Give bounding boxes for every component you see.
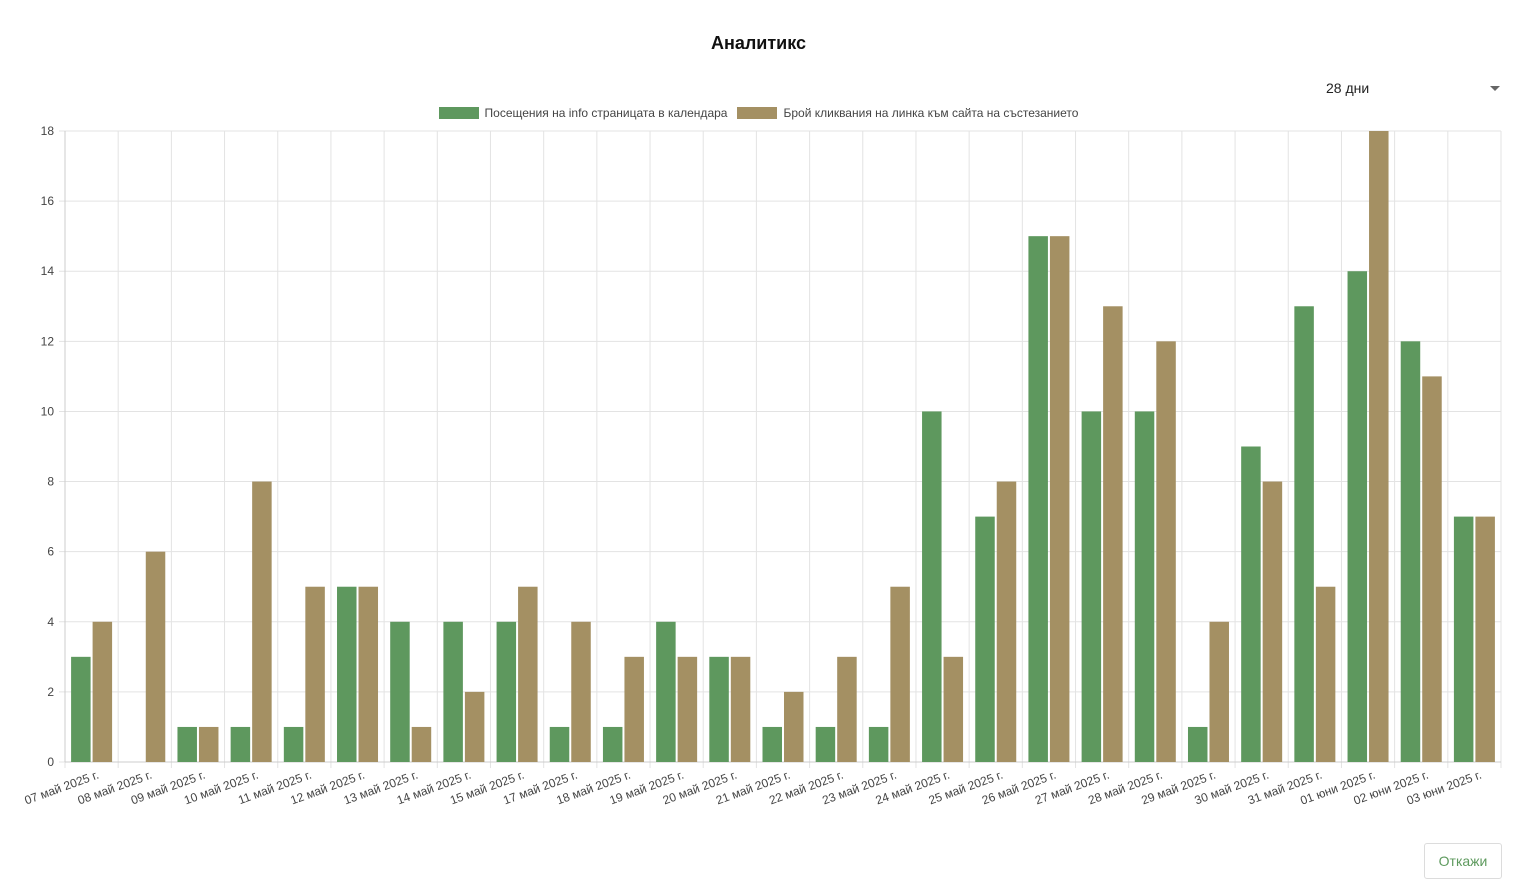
bar-visits xyxy=(496,621,517,762)
bar-clicks xyxy=(411,726,432,762)
bar-clicks xyxy=(358,586,379,762)
bar-visits xyxy=(1294,306,1314,762)
bar-visits xyxy=(602,726,623,762)
bar-visits xyxy=(230,726,251,762)
bar-clicks xyxy=(730,656,751,762)
page-title: Аналитикс xyxy=(710,33,807,53)
y-tick-label: 10 xyxy=(41,404,55,418)
bar-clicks xyxy=(1262,481,1283,762)
bar-visits xyxy=(709,656,729,762)
legend-item-clicks[interactable]: Брой кликвания на линка към сайта на със… xyxy=(737,106,1078,120)
bar-visits xyxy=(815,726,836,762)
chart-legend: Посещения на info страницата в календара… xyxy=(0,106,1517,120)
legend-item-visits[interactable]: Посещения на info страницата в календара xyxy=(438,106,728,120)
bar-clicks xyxy=(305,586,325,762)
cancel-button[interactable]: Откажи xyxy=(1424,843,1502,879)
period-select-value: 28 дни xyxy=(1326,80,1370,96)
bar-clicks xyxy=(252,481,272,762)
bar-visits xyxy=(975,516,995,762)
bar-visits xyxy=(922,411,942,762)
y-tick-label: 8 xyxy=(47,475,54,489)
bar-visits xyxy=(549,726,570,762)
y-tick-label: 14 xyxy=(41,264,55,278)
bar-visits xyxy=(762,726,782,762)
bar-clicks xyxy=(890,586,910,762)
y-tick-label: 16 xyxy=(41,194,55,208)
bar-clicks xyxy=(92,621,113,762)
bar-clicks xyxy=(1369,131,1389,762)
bar-clicks xyxy=(1156,341,1176,762)
bar-clicks xyxy=(1049,236,1070,762)
legend-swatch-clicks xyxy=(737,107,778,119)
bar-clicks xyxy=(624,656,644,762)
bar-visits xyxy=(1453,516,1474,762)
y-tick-label: 2 xyxy=(47,685,54,699)
bar-visits xyxy=(1241,446,1261,762)
bar-clicks xyxy=(145,551,166,762)
bar-clicks xyxy=(464,691,485,762)
bar-visits xyxy=(1081,411,1102,762)
bar-clicks xyxy=(784,691,804,762)
bar-clicks xyxy=(1209,621,1229,762)
bar-visits xyxy=(1347,271,1368,762)
bar-visits xyxy=(177,726,197,762)
bar-clicks xyxy=(996,481,1017,762)
y-tick-label: 18 xyxy=(41,124,55,138)
legend-label-visits: Посещения на info страницата в календара xyxy=(484,106,728,120)
y-tick-label: 0 xyxy=(47,755,54,769)
bar-clicks xyxy=(1103,306,1123,762)
y-tick-label: 12 xyxy=(41,334,55,348)
bar-visits xyxy=(390,621,410,762)
period-select[interactable]: 28 дни xyxy=(1318,76,1506,100)
legend-swatch-visits xyxy=(438,107,479,119)
bar-clicks xyxy=(1422,376,1442,762)
bar-visits xyxy=(337,586,357,762)
bar-visits xyxy=(868,726,889,762)
bar-clicks xyxy=(837,656,857,762)
bar-visits xyxy=(1187,726,1208,762)
bar-visits xyxy=(1400,341,1421,762)
bar-visits xyxy=(656,621,676,762)
bar-visits xyxy=(71,656,91,762)
bar-clicks xyxy=(943,656,964,762)
bar-visits xyxy=(283,726,304,762)
legend-label-clicks: Брой кликвания на линка към сайта на със… xyxy=(783,106,1079,120)
chevron-down-icon xyxy=(1490,85,1500,91)
bar-clicks xyxy=(1475,516,1495,762)
bar-clicks xyxy=(677,656,698,762)
bar-visits xyxy=(443,621,463,762)
bar-clicks xyxy=(571,621,591,762)
bar-clicks xyxy=(1315,586,1336,762)
y-tick-label: 4 xyxy=(47,615,54,629)
bar-visits xyxy=(1134,411,1155,762)
bar-clicks xyxy=(198,726,219,762)
bar-visits xyxy=(1028,236,1048,762)
bar-clicks xyxy=(518,586,538,762)
y-tick-label: 6 xyxy=(47,545,54,559)
